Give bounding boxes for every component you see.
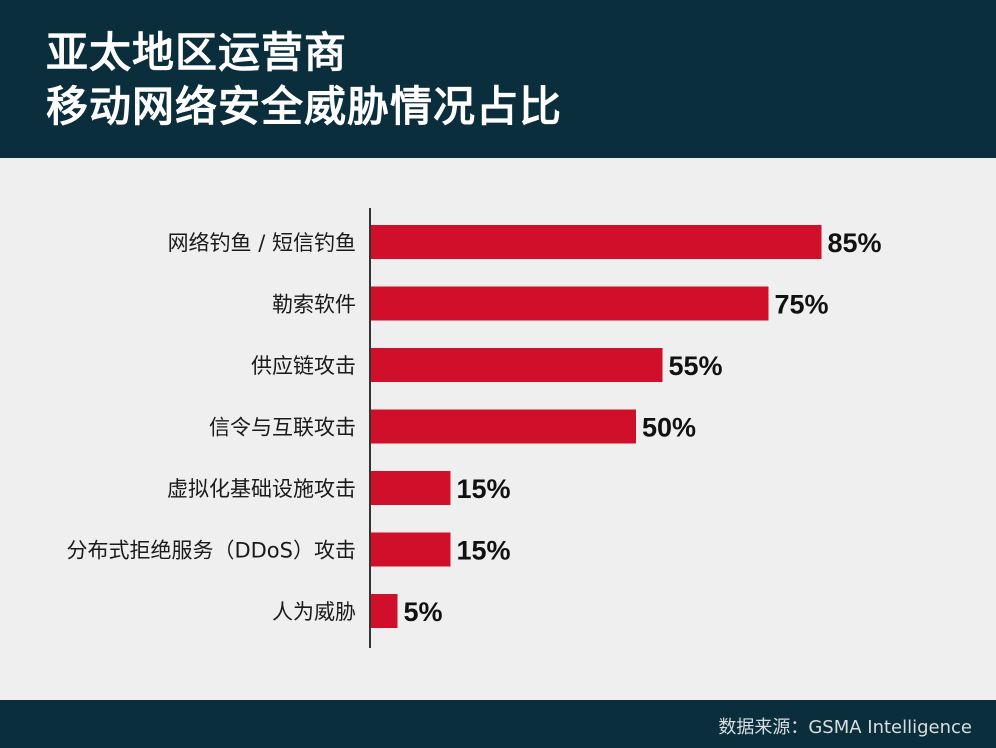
category-label: 人为威胁 — [272, 600, 356, 624]
value-label: 15% — [457, 474, 511, 504]
category-label: 虚拟化基础设施攻击 — [167, 477, 356, 501]
value-label: 50% — [642, 413, 696, 443]
title-line-1: 亚太地区运营商 — [46, 28, 348, 77]
value-label: 5% — [404, 597, 443, 627]
bar — [371, 532, 451, 567]
bar — [371, 471, 451, 505]
header: 亚太地区运营商 移动网络安全威胁情况占比 — [0, 0, 996, 158]
bar — [371, 348, 663, 382]
value-label: 55% — [669, 351, 723, 381]
chart-svg: 网络钓鱼 / 短信钓鱼 85% 勒索软件 75% 供应链攻击 55% 信令与互联攻击 50% 虚… — [66, 208, 882, 648]
source-text: 数据来源：GSMA Intelligence — [718, 717, 972, 738]
value-label: 85% — [828, 228, 882, 258]
category-label: 信令与互联攻击 — [209, 416, 356, 440]
footer: 数据来源：GSMA Intelligence — [0, 700, 996, 748]
category-label: 勒索软件 — [272, 293, 356, 317]
value-label: 15% — [457, 536, 511, 566]
bar — [371, 225, 822, 259]
value-label: 75% — [775, 290, 829, 320]
bar — [371, 594, 398, 628]
category-label: 供应链攻击 — [251, 354, 356, 378]
bar-chart: 网络钓鱼 / 短信钓鱼 85% 勒索软件 75% 供应链攻击 55% 信令与互联攻击 50% 虚… — [0, 158, 996, 698]
category-label: 分布式拒绝服务（DDoS）攻击 — [66, 539, 356, 563]
title-line-2: 移动网络安全威胁情况占比 — [46, 82, 563, 131]
bar — [371, 286, 769, 321]
category-label: 网络钓鱼 / 短信钓鱼 — [168, 231, 356, 255]
bar — [371, 409, 636, 444]
